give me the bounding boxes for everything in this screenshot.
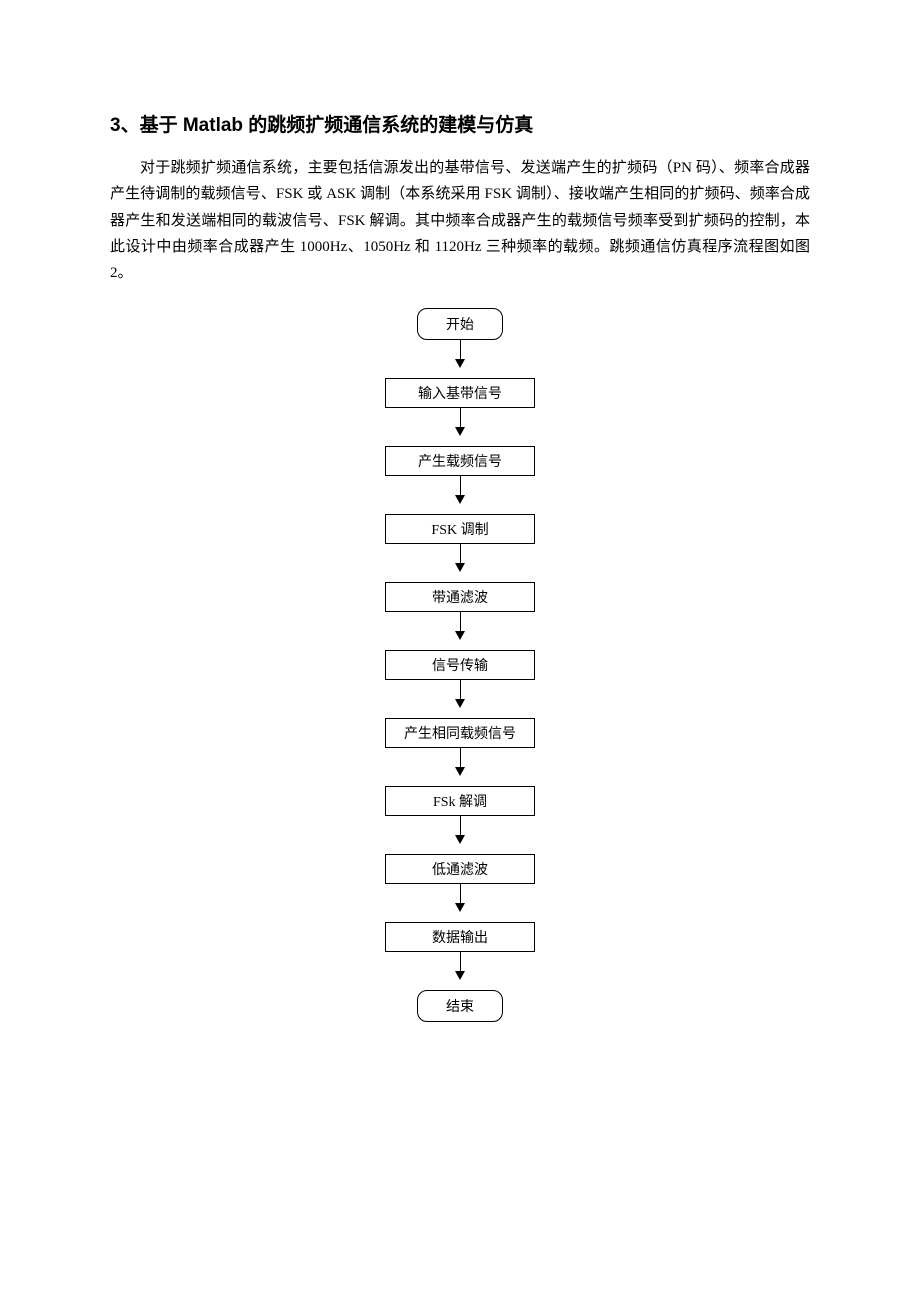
flowchart-arrow [455,340,465,370]
flowchart-arrow [455,884,465,914]
body-paragraph: 对于跳频扩频通信系统，主要包括信源发出的基带信号、发送端产生的扩频码（PN 码）… [110,155,810,286]
flowchart-node: 结束 [417,990,503,1022]
flowchart-node: 输入基带信号 [385,378,535,408]
flowchart-arrow [455,476,465,506]
flowchart-node: 开始 [417,308,503,340]
flowchart-node: FSk 解调 [385,786,535,816]
flowchart-node: 低通滤波 [385,854,535,884]
flowchart: 开始输入基带信号产生载频信号 FSK 调制带通滤波信号传输产生相同载频信号 FSk … [110,308,810,1022]
flowchart-node: 产生载频信号 [385,446,535,476]
flowchart-arrow [455,816,465,846]
flowchart-arrow [455,952,465,982]
document-page: 3、基于 Matlab 的跳频扩频通信系统的建模与仿真 对于跳频扩频通信系统，主… [0,0,920,1082]
flowchart-node: 产生相同载频信号 [385,718,535,748]
flowchart-arrow [455,612,465,642]
flowchart-node: FSK 调制 [385,514,535,544]
flowchart-node: 信号传输 [385,650,535,680]
flowchart-arrow [455,544,465,574]
flowchart-node: 带通滤波 [385,582,535,612]
flowchart-arrow [455,748,465,778]
section-heading: 3、基于 Matlab 的跳频扩频通信系统的建模与仿真 [110,110,810,137]
flowchart-arrow [455,408,465,438]
flowchart-node: 数据输出 [385,922,535,952]
flowchart-arrow [455,680,465,710]
